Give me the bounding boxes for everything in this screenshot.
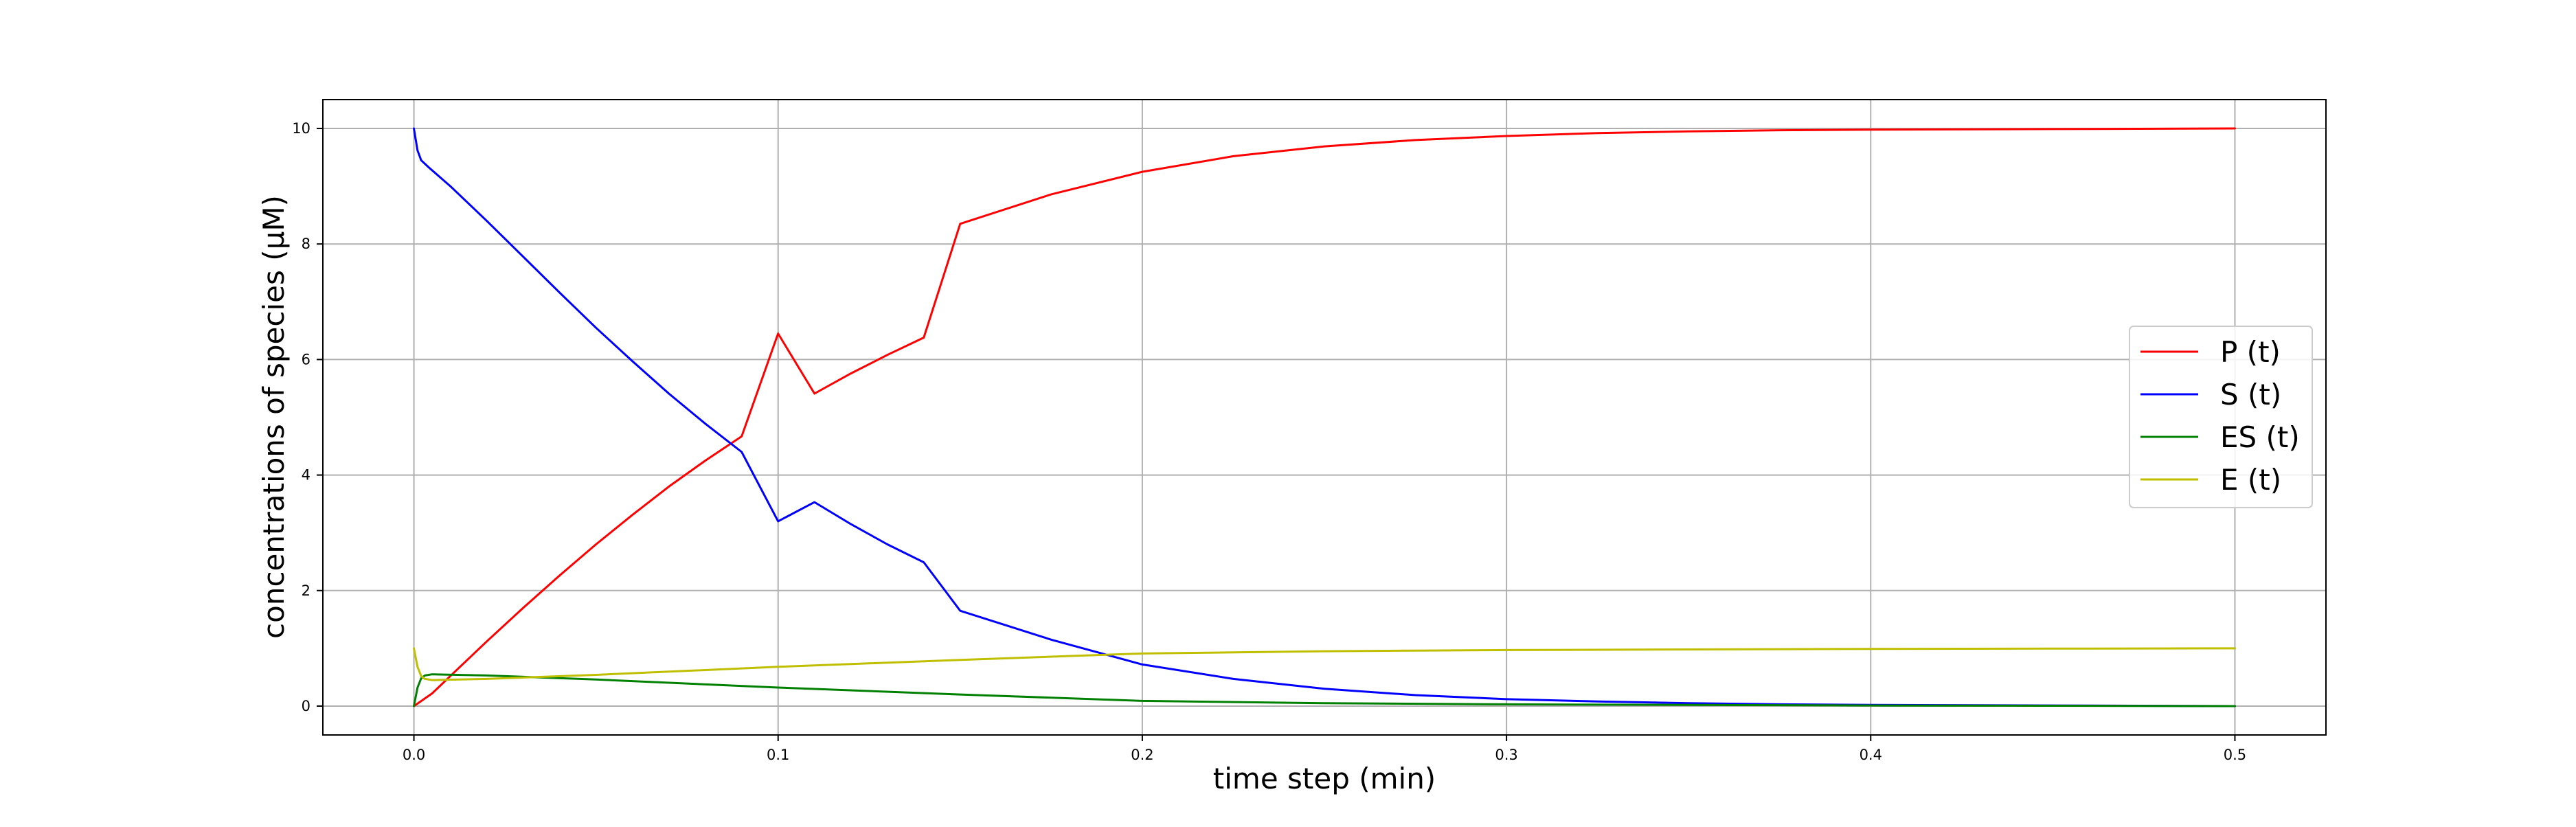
legend-box (2129, 326, 2313, 508)
y-tick-label: 0 (302, 698, 310, 714)
plot-frame (322, 99, 2327, 736)
x-axis-label: time step (min) (1213, 762, 1436, 795)
y-tick-label: 6 (302, 351, 310, 367)
y-tick-label: 2 (302, 582, 310, 599)
x-tick-label: 0.4 (1860, 747, 1882, 763)
x-tick-label: 0.1 (767, 747, 789, 763)
x-tick-label: 0.0 (403, 747, 425, 763)
y-tick-label: 8 (302, 236, 310, 252)
legend-label: P (t) (2220, 335, 2281, 369)
x-tick-label: 0.5 (2224, 747, 2246, 763)
legend-label: S (t) (2220, 378, 2281, 411)
axis-ticks: 0.0 0.1 0.2 0.3 0.4 0.5 0 2 4 6 8 10 (292, 120, 2246, 763)
series-line-1 (413, 127, 2236, 707)
series-line-3 (413, 673, 2236, 707)
legend-label: E (t) (2220, 463, 2281, 497)
legend-label: ES (t) (2220, 420, 2300, 454)
y-tick-label: 4 (302, 467, 310, 484)
legend: P (t) S (t) ES (t) E (t) (2129, 326, 2313, 508)
x-tick-label: 0.3 (1495, 747, 1517, 763)
y-tick-label: 10 (292, 120, 310, 137)
series-line-4 (413, 647, 2236, 681)
grid-lines (323, 100, 2326, 735)
x-tick-label: 0.2 (1131, 747, 1153, 763)
series-lines (413, 127, 2236, 707)
series-line-2 (413, 127, 2236, 707)
y-axis-label: concentrations of species (μM) (257, 195, 291, 639)
